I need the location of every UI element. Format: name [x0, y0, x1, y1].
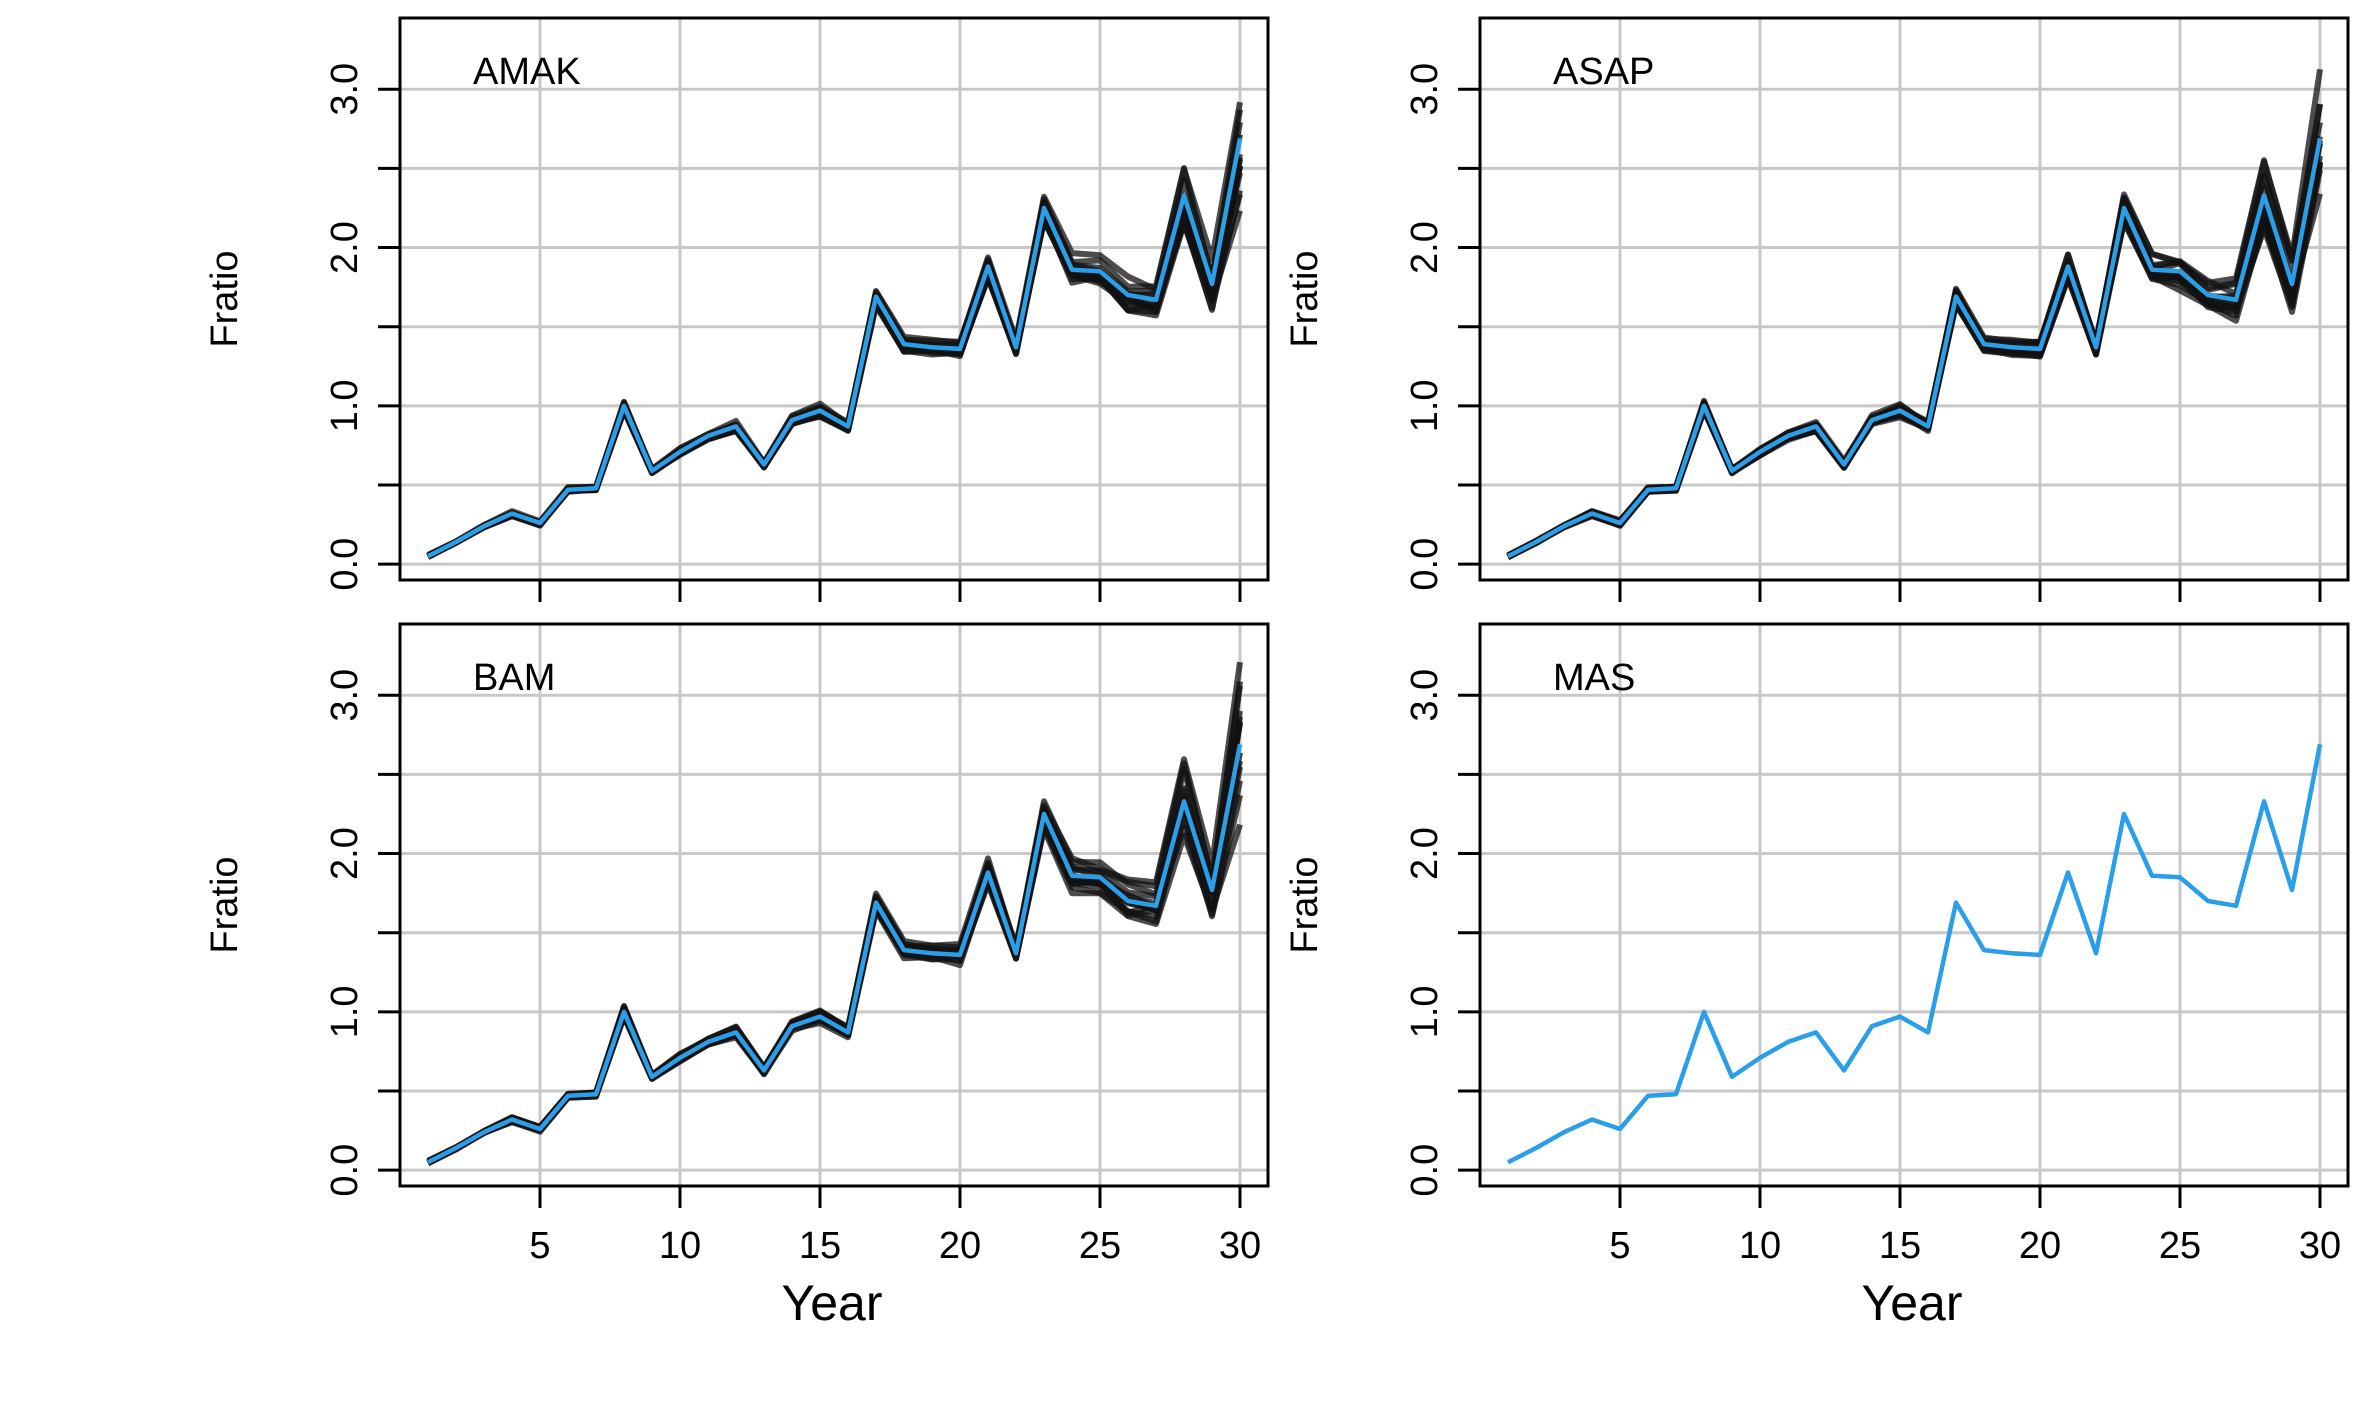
x-tick-label: 5 — [529, 1225, 550, 1267]
x-tick-label: 20 — [2019, 1225, 2061, 1267]
y-tick-label: 2.0 — [324, 827, 366, 880]
x-tick-label: 25 — [2159, 1225, 2201, 1267]
panel-title: MAS — [1553, 657, 1635, 699]
ensemble-line — [426, 172, 1243, 560]
y-tick-label: 1.0 — [324, 985, 366, 1038]
ensemble-line — [1506, 155, 2323, 561]
y-tick-label: 0.0 — [324, 538, 366, 591]
plot-frame — [1478, 16, 2350, 582]
panel-title: AMAK — [473, 51, 581, 93]
y-tick-label: 3.0 — [324, 63, 366, 116]
true-line — [1506, 137, 2323, 559]
x-tick-label: 5 — [1609, 1225, 1630, 1267]
y-tick-label: 0.0 — [324, 1144, 366, 1197]
x-tick-label: 25 — [1079, 1225, 1121, 1267]
y-tick-label: 3.0 — [1404, 669, 1446, 722]
ensemble-line — [426, 760, 1243, 1166]
ensemble-line — [426, 121, 1243, 559]
ensemble-line — [1506, 140, 2323, 559]
x-tick-label: 20 — [939, 1225, 981, 1267]
x-tick-label: 30 — [1219, 1225, 1261, 1267]
x-axis-title-right: Year — [1861, 1275, 1962, 1331]
ensemble-line — [426, 153, 1243, 559]
ensemble-line — [1506, 136, 2323, 560]
ensemble-line — [426, 189, 1243, 560]
panel-title: ASAP — [1553, 51, 1654, 93]
y-tick-label: 2.0 — [324, 221, 366, 274]
panel-amak: 0.0 1.0 2.0 3.0 Fratio AMAK — [204, 16, 1270, 602]
panel-mas: 0.0 1.0 2.0 3.0 Fratio 5 10 15 20 25 30 MAS — [1284, 622, 2350, 1267]
y-tick-label: 0.0 — [1404, 1144, 1446, 1197]
panels: 0.0 1.0 2.0 3.0 Fratio AMAK 0.0 1.0 2.0 3.0 Fratio… — [204, 16, 2350, 1267]
ensemble-line — [426, 710, 1243, 1165]
x-tick-label: 15 — [1879, 1225, 1921, 1267]
plot-frame — [1478, 622, 2350, 1188]
ensemble-line — [1506, 103, 2323, 558]
series-group — [1506, 743, 2323, 1165]
ensemble-line — [426, 166, 1243, 559]
ensemble-line — [426, 680, 1243, 1164]
y-axis-title: Fratio — [204, 856, 246, 953]
y-tick-label: 2.0 — [1404, 827, 1446, 880]
ensemble-line — [1506, 160, 2323, 560]
y-axis-title: Fratio — [1284, 856, 1326, 953]
x-tick-label: 30 — [2299, 1225, 2341, 1267]
ensemble-line — [1506, 68, 2323, 559]
panel-bam: 0.0 1.0 2.0 3.0 Fratio 5 10 15 20 25 30 BAM — [204, 622, 1270, 1267]
x-tick-label: 10 — [659, 1225, 701, 1267]
x-tick-label: 15 — [799, 1225, 841, 1267]
series-group — [426, 661, 1243, 1167]
y-tick-label: 2.0 — [1404, 221, 1446, 274]
ensemble-line — [1506, 121, 2323, 559]
x-tick-label: 10 — [1739, 1225, 1781, 1267]
true-line — [426, 743, 1243, 1165]
y-tick-label: 3.0 — [324, 669, 366, 722]
true-line — [1506, 743, 2323, 1165]
y-tick-label: 3.0 — [1404, 63, 1446, 116]
y-axis-title: Fratio — [1284, 250, 1326, 347]
ensemble-line — [426, 780, 1243, 1166]
ensemble-line — [426, 164, 1243, 559]
ensemble-line — [1506, 162, 2323, 560]
ensemble-line — [426, 133, 1243, 559]
y-tick-label: 1.0 — [324, 379, 366, 432]
ensemble-line — [426, 722, 1243, 1166]
y-tick-label: 1.0 — [1404, 985, 1446, 1038]
ensemble-line — [426, 794, 1243, 1166]
ensemble-line — [1506, 103, 2323, 559]
series-group — [1506, 68, 2323, 561]
ensemble-line — [426, 156, 1243, 560]
ensemble-line — [1506, 164, 2323, 560]
panel-asap: 0.0 1.0 2.0 3.0 Fratio ASAP — [1284, 16, 2350, 602]
ensemble-line — [426, 716, 1243, 1165]
ensemble-line — [426, 109, 1243, 559]
plot-frame — [398, 16, 1270, 582]
ensemble-line — [1506, 142, 2323, 560]
y-tick-label: 1.0 — [1404, 379, 1446, 432]
ensemble-line — [1506, 161, 2323, 560]
ensemble-line — [426, 165, 1243, 560]
y-tick-label: 0.0 — [1404, 538, 1446, 591]
ensemble-line — [426, 766, 1243, 1166]
ensemble-line — [426, 101, 1243, 558]
x-axis-title-left: Year — [781, 1275, 882, 1331]
ensemble-line — [426, 722, 1243, 1165]
true-line — [426, 137, 1243, 559]
ensemble-line — [1506, 169, 2323, 560]
ensemble-line — [426, 159, 1243, 560]
series-group — [426, 101, 1243, 560]
plot-frame — [398, 622, 1270, 1188]
x-axis-titles: Year Year — [781, 1275, 1962, 1331]
ensemble-line — [426, 752, 1243, 1166]
y-axis-title: Fratio — [204, 250, 246, 347]
panel-title: BAM — [473, 657, 555, 699]
ensemble-line — [426, 720, 1243, 1166]
